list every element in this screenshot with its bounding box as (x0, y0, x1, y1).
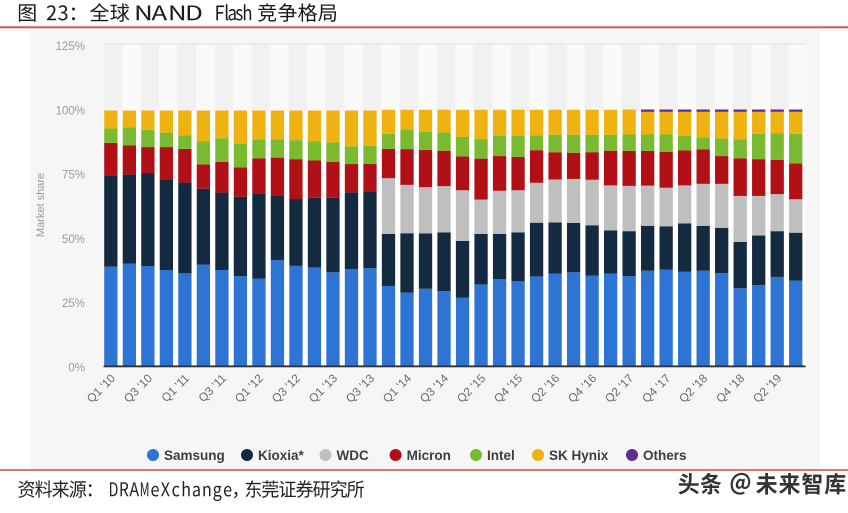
svg-text:125%: 125% (56, 41, 85, 53)
svg-text:WDC: WDC (337, 448, 369, 463)
svg-text:Market share: Market share (35, 173, 47, 237)
svg-text:25%: 25% (62, 298, 85, 310)
svg-text:100%: 100% (56, 105, 85, 117)
svg-text:0%: 0% (68, 363, 85, 375)
svg-text:SK Hynix: SK Hynix (549, 448, 609, 463)
svg-text:Intel: Intel (487, 448, 515, 463)
svg-text:75%: 75% (62, 170, 85, 182)
svg-text:Others: Others (643, 448, 687, 463)
svg-text:Kioxia*: Kioxia* (258, 448, 305, 463)
svg-text:Samsung: Samsung (164, 448, 225, 463)
svg-text:50%: 50% (62, 234, 85, 246)
svg-text:Micron: Micron (407, 448, 451, 463)
